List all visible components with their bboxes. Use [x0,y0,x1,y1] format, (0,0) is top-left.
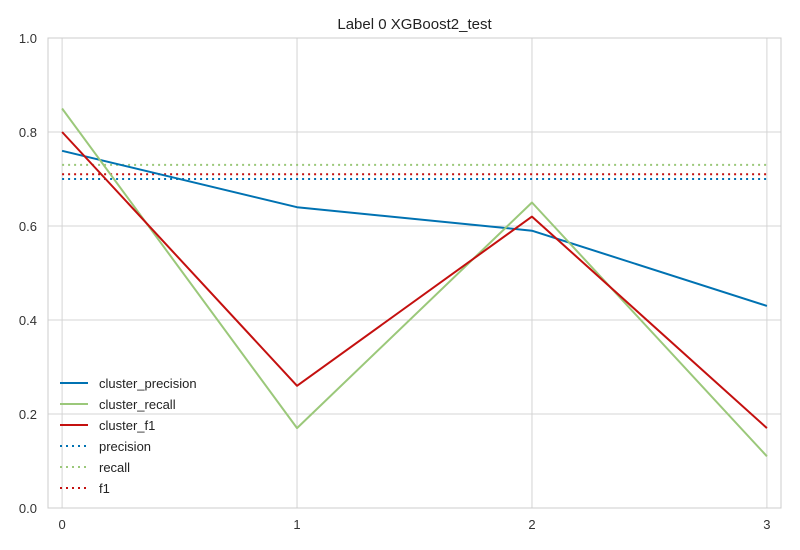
legend-label-cluster-f1: cluster_f1 [99,418,155,433]
x-tick-label: 1 [293,517,300,532]
x-tick-label: 0 [58,517,65,532]
chart-title: Label 0 XGBoost2_test [337,16,492,33]
series-layer [61,107,768,457]
y-tick-label: 0.4 [19,313,37,328]
series-line-cluster-precision [61,149,768,307]
legend-label-cluster-precision: cluster_precision [99,376,197,391]
y-tick-label: 0.0 [19,501,37,516]
x-axis-tick-labels: 0 1 2 3 [58,517,770,532]
legend-label-f1: f1 [99,481,110,496]
legend-label-cluster-recall: cluster_recall [99,397,176,412]
y-axis-tick-labels: 0.0 0.2 0.4 0.6 0.8 1.0 [19,31,37,516]
plot-area-frame [47,37,782,509]
legend: cluster_precision cluster_recall cluster_f… [60,376,197,496]
x-tick-label: 3 [763,517,770,532]
y-tick-label: 1.0 [19,31,37,46]
series-line-cluster-f1 [61,131,768,429]
x-tick-label: 2 [528,517,535,532]
legend-label-recall: recall [99,460,130,475]
y-tick-label: 0.8 [19,125,37,140]
y-tick-label: 0.6 [19,219,37,234]
legend-label-precision: precision [99,439,151,454]
series-line-cluster-recall [61,107,768,457]
y-tick-label: 0.2 [19,407,37,422]
